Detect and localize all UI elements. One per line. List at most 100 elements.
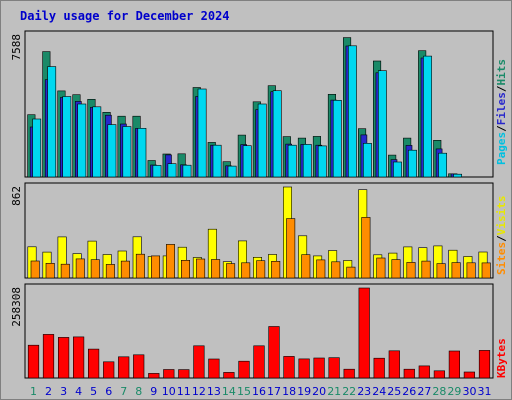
- mid-bar-sites-1: [30, 260, 40, 279]
- top-bar-pages-4: [77, 103, 87, 178]
- mid-side-visits: Visits: [495, 196, 508, 236]
- bottom-bar-kbytes-8: [133, 354, 145, 379]
- day-label-7: 7: [120, 385, 127, 398]
- top-bar-pages-1: [32, 118, 42, 178]
- top-bar-pages-11: [182, 164, 192, 178]
- top-bar-pages-3: [62, 96, 72, 178]
- mid-bar-sites-13: [211, 259, 221, 279]
- bottom-bar-kbytes-27: [418, 365, 430, 379]
- mid-bar-sites-18: [286, 218, 296, 279]
- top-bar-pages-18: [287, 144, 297, 178]
- day-label-2: 2: [45, 385, 52, 398]
- bottom-bar-kbytes-20: [313, 357, 325, 379]
- top-bar-pages-5: [92, 106, 102, 178]
- chart-title: Daily usage for December 2024: [20, 9, 230, 23]
- day-label-15: 15: [237, 385, 251, 398]
- day-label-12: 12: [192, 385, 206, 398]
- mid-bar-sites-24: [376, 257, 386, 279]
- mid-bar-sites-23: [361, 217, 371, 279]
- top-bars: [27, 37, 462, 178]
- day-label-22: 22: [342, 385, 356, 398]
- day-label-16: 16: [252, 385, 266, 398]
- bottom-bar-kbytes-5: [88, 348, 100, 379]
- day-label-11: 11: [177, 385, 191, 398]
- day-label-3: 3: [60, 385, 67, 398]
- day-label-1: 1: [30, 385, 37, 398]
- day-label-5: 5: [90, 385, 97, 398]
- top-bar-pages-15: [242, 145, 252, 178]
- mid-bar-sites-20: [316, 259, 326, 279]
- top-bar-pages-28: [438, 152, 447, 178]
- mid-bar-sites-19: [301, 254, 311, 279]
- top-side-hits: Hits: [495, 59, 508, 86]
- mid-side-sites: Sites: [495, 242, 508, 275]
- day-label-25: 25: [387, 385, 401, 398]
- day-label-4: 4: [75, 385, 82, 398]
- top-bar-pages-20: [317, 145, 327, 178]
- day-label-24: 24: [372, 385, 386, 398]
- top-bar-pages-21: [332, 100, 342, 178]
- bottom-bar-kbytes-11: [178, 369, 190, 379]
- bottom-bar-kbytes-31: [478, 350, 491, 379]
- top-bar-pages-29: [453, 173, 462, 178]
- top-bar-pages-10: [167, 163, 177, 178]
- top-side-pages: Pages: [495, 132, 508, 165]
- top-panel: 7588: [10, 30, 494, 178]
- mid-bar-sites-29: [451, 262, 461, 279]
- day-label-21: 21: [327, 385, 341, 398]
- mid-bar-sites-22: [346, 266, 356, 279]
- day-label-18: 18: [282, 385, 296, 398]
- day-label-19: 19: [297, 385, 311, 398]
- day-label-10: 10: [162, 385, 176, 398]
- bottom-side-kbytes: KBytes: [495, 338, 508, 378]
- bottom-bar-kbytes-4: [73, 336, 85, 379]
- mid-bar-sites-3: [60, 263, 70, 279]
- bottom-bar-kbytes-18: [283, 356, 295, 379]
- bottom-bar-kbytes-24: [373, 357, 385, 379]
- bottom-bar-kbytes-29: [448, 350, 461, 379]
- day-label-30: 30: [463, 385, 477, 398]
- top-bar-pages-14: [227, 165, 237, 178]
- bottom-bar-kbytes-3: [57, 337, 70, 379]
- top-bar-pages-23: [362, 143, 372, 178]
- mid-bar-sites-5: [90, 259, 100, 279]
- bottom-panel: 258308: [10, 283, 494, 379]
- bottom-bar-kbytes-15: [238, 360, 250, 379]
- mid-bar-sites-27: [421, 260, 431, 279]
- top-bar-pages-2: [47, 66, 57, 178]
- top-bar-pages-7: [122, 126, 132, 178]
- mid-panel: 862: [10, 182, 494, 279]
- top-side-separator: /: [495, 125, 508, 132]
- bottom-bar-kbytes-6: [103, 361, 115, 379]
- mid-bar-sites-30: [466, 262, 476, 279]
- mid-bar-sites-21: [331, 261, 341, 279]
- top-bar-pages-9: [152, 165, 162, 178]
- day-label-23: 23: [357, 385, 371, 398]
- mid-bar-sites-14: [226, 263, 236, 279]
- top-bar-pages-26: [408, 149, 417, 178]
- top-side-separator: /: [495, 85, 508, 92]
- bottom-bar-kbytes-7: [118, 356, 130, 379]
- mid-bar-sites-10: [166, 244, 176, 279]
- top-bar-pages-8: [137, 128, 147, 178]
- bottom-bar-kbytes-30: [463, 371, 476, 379]
- day-label-20: 20: [312, 385, 326, 398]
- mid-bar-sites-11: [181, 259, 191, 279]
- day-label-28: 28: [432, 385, 446, 398]
- mid-bar-sites-9: [151, 255, 161, 279]
- top-bar-pages-12: [197, 88, 207, 178]
- mid-bar-sites-8: [135, 253, 145, 279]
- bottom-bar-kbytes-12: [193, 345, 205, 379]
- mid-bar-sites-16: [256, 260, 266, 279]
- top-bar-pages-24: [377, 70, 387, 178]
- mid-bar-sites-4: [75, 258, 85, 279]
- bottom-bar-kbytes-14: [223, 372, 235, 379]
- day-label-31: 31: [478, 385, 492, 398]
- mid-side-separator: /: [495, 235, 508, 242]
- top-bar-pages-13: [212, 144, 222, 178]
- bottom-bar-kbytes-21: [328, 357, 340, 379]
- day-label-27: 27: [417, 385, 431, 398]
